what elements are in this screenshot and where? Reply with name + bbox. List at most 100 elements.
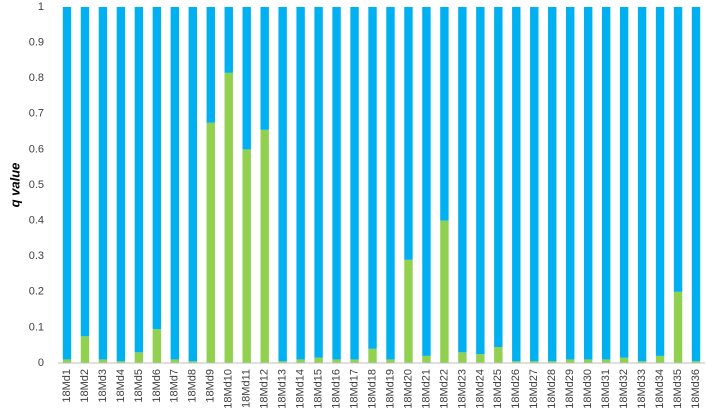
- bar-segment: [206, 122, 215, 363]
- x-tick-label: 18Md17: [348, 369, 360, 409]
- bar-segment: [566, 359, 575, 363]
- y-tick-label: 1: [38, 1, 44, 13]
- x-tick-label: 18Md26: [510, 369, 522, 409]
- bar-segment: [655, 355, 665, 363]
- x-tick-label: 18Md18: [366, 369, 378, 409]
- y-tick-label: 0.4: [29, 215, 44, 227]
- bar-segment: [242, 149, 251, 363]
- bar-segment: [296, 359, 305, 363]
- bar-segment: [673, 7, 683, 292]
- bar-segment: [404, 259, 413, 363]
- x-tick-label: 18Md13: [277, 369, 289, 409]
- y-tick-label: 0.1: [29, 321, 44, 333]
- x-tick-label: 18Md9: [205, 369, 217, 403]
- bar-segment: [80, 7, 90, 337]
- bar-segment: [62, 7, 72, 360]
- bar-segment: [386, 7, 395, 360]
- x-tick-label: 18Md15: [313, 369, 325, 409]
- x-tick-label: 18Md16: [330, 369, 342, 409]
- bar-segment: [314, 7, 323, 358]
- x-tick-label: 18Md12: [259, 369, 271, 409]
- x-tick-label: 18Md29: [564, 369, 576, 409]
- bar-segment: [152, 7, 162, 330]
- x-tick-label: 18Md34: [654, 369, 666, 409]
- bar-segment: [314, 357, 323, 363]
- y-tick-label: 0.8: [29, 72, 44, 84]
- bar-segment: [512, 7, 521, 362]
- bar-segment: [512, 361, 521, 363]
- x-tick-label: 18Md25: [492, 369, 504, 409]
- bar-segment: [440, 220, 449, 363]
- bar-segment: [619, 7, 629, 358]
- bar-segment: [404, 7, 413, 260]
- bar-segment: [80, 336, 90, 363]
- x-tick-label: 18Md11: [241, 369, 253, 408]
- bar-segment: [440, 7, 449, 221]
- y-tick-label: 0: [38, 357, 44, 369]
- y-tick-label: 0.5: [29, 179, 44, 191]
- bar-segment: [206, 7, 215, 123]
- bar-segment: [530, 361, 539, 363]
- bar-segment: [691, 361, 701, 363]
- bar-segment: [188, 361, 197, 363]
- bar-segment: [332, 7, 341, 360]
- bar-segment: [601, 7, 611, 360]
- bar-segment: [458, 7, 467, 353]
- x-tick-label: 18Md30: [582, 369, 594, 409]
- bar-segment: [170, 7, 180, 360]
- bar-segment: [296, 7, 305, 360]
- x-tick-label: 18Md20: [402, 369, 414, 409]
- bar-segment: [566, 7, 575, 360]
- x-tick-label: 18Md5: [133, 369, 145, 403]
- bar-segment: [476, 354, 485, 363]
- x-tick-label: 18Md28: [546, 369, 558, 409]
- bar-segment: [476, 7, 485, 355]
- x-tick-label: 18Md24: [474, 369, 486, 409]
- x-tick-label: 18Md7: [169, 369, 181, 403]
- x-tick-label: 18Md2: [79, 369, 91, 403]
- bar-segment: [98, 7, 108, 360]
- bar-segment: [494, 7, 503, 347]
- x-tick-label: 18Md14: [295, 369, 307, 409]
- bar-segment: [98, 359, 108, 363]
- bar-segment: [260, 129, 269, 363]
- y-tick-label: 0.3: [29, 250, 44, 262]
- bar-segment: [494, 346, 503, 363]
- x-tick-label: 18Md31: [600, 369, 612, 409]
- bar-segment: [134, 7, 144, 353]
- y-axis-label: q value: [7, 163, 22, 208]
- bar-segment: [548, 7, 557, 362]
- bar-segment: [278, 361, 287, 363]
- bar-segment: [224, 7, 233, 73]
- x-tick-label: 18Md19: [384, 369, 396, 409]
- bar-segment: [583, 7, 593, 360]
- bar-segment: [242, 7, 251, 150]
- bar-segment: [655, 7, 665, 356]
- bar-segment: [62, 359, 72, 363]
- bar-segment: [152, 329, 162, 363]
- x-tick-label: 18Md22: [438, 369, 450, 409]
- x-tick-label: 18Md35: [672, 369, 684, 409]
- bar-segment: [601, 359, 611, 363]
- bar-segment: [350, 7, 359, 360]
- x-tick-label: 18Md23: [456, 369, 468, 409]
- bar-segment: [458, 352, 467, 363]
- bar-segment: [116, 361, 126, 363]
- bar-segment: [422, 355, 431, 363]
- y-tick-label: 0.6: [29, 143, 44, 155]
- x-tick-label: 18Md10: [223, 369, 235, 409]
- bar-segment: [368, 7, 377, 349]
- bar-segment: [422, 7, 431, 356]
- bar-segment: [368, 348, 377, 363]
- x-tick-label: 18Md6: [151, 369, 163, 403]
- y-tick-label: 0.9: [29, 37, 44, 49]
- x-tick-label: 18Md1: [61, 369, 73, 403]
- bar-segment: [386, 359, 395, 363]
- bar-segment: [116, 7, 126, 362]
- x-tick-label: 18Md8: [187, 369, 199, 403]
- x-tick-label: 18Md36: [690, 369, 702, 409]
- bar-segment: [691, 7, 701, 362]
- bar-segment: [583, 359, 593, 363]
- bar-segment: [224, 72, 233, 364]
